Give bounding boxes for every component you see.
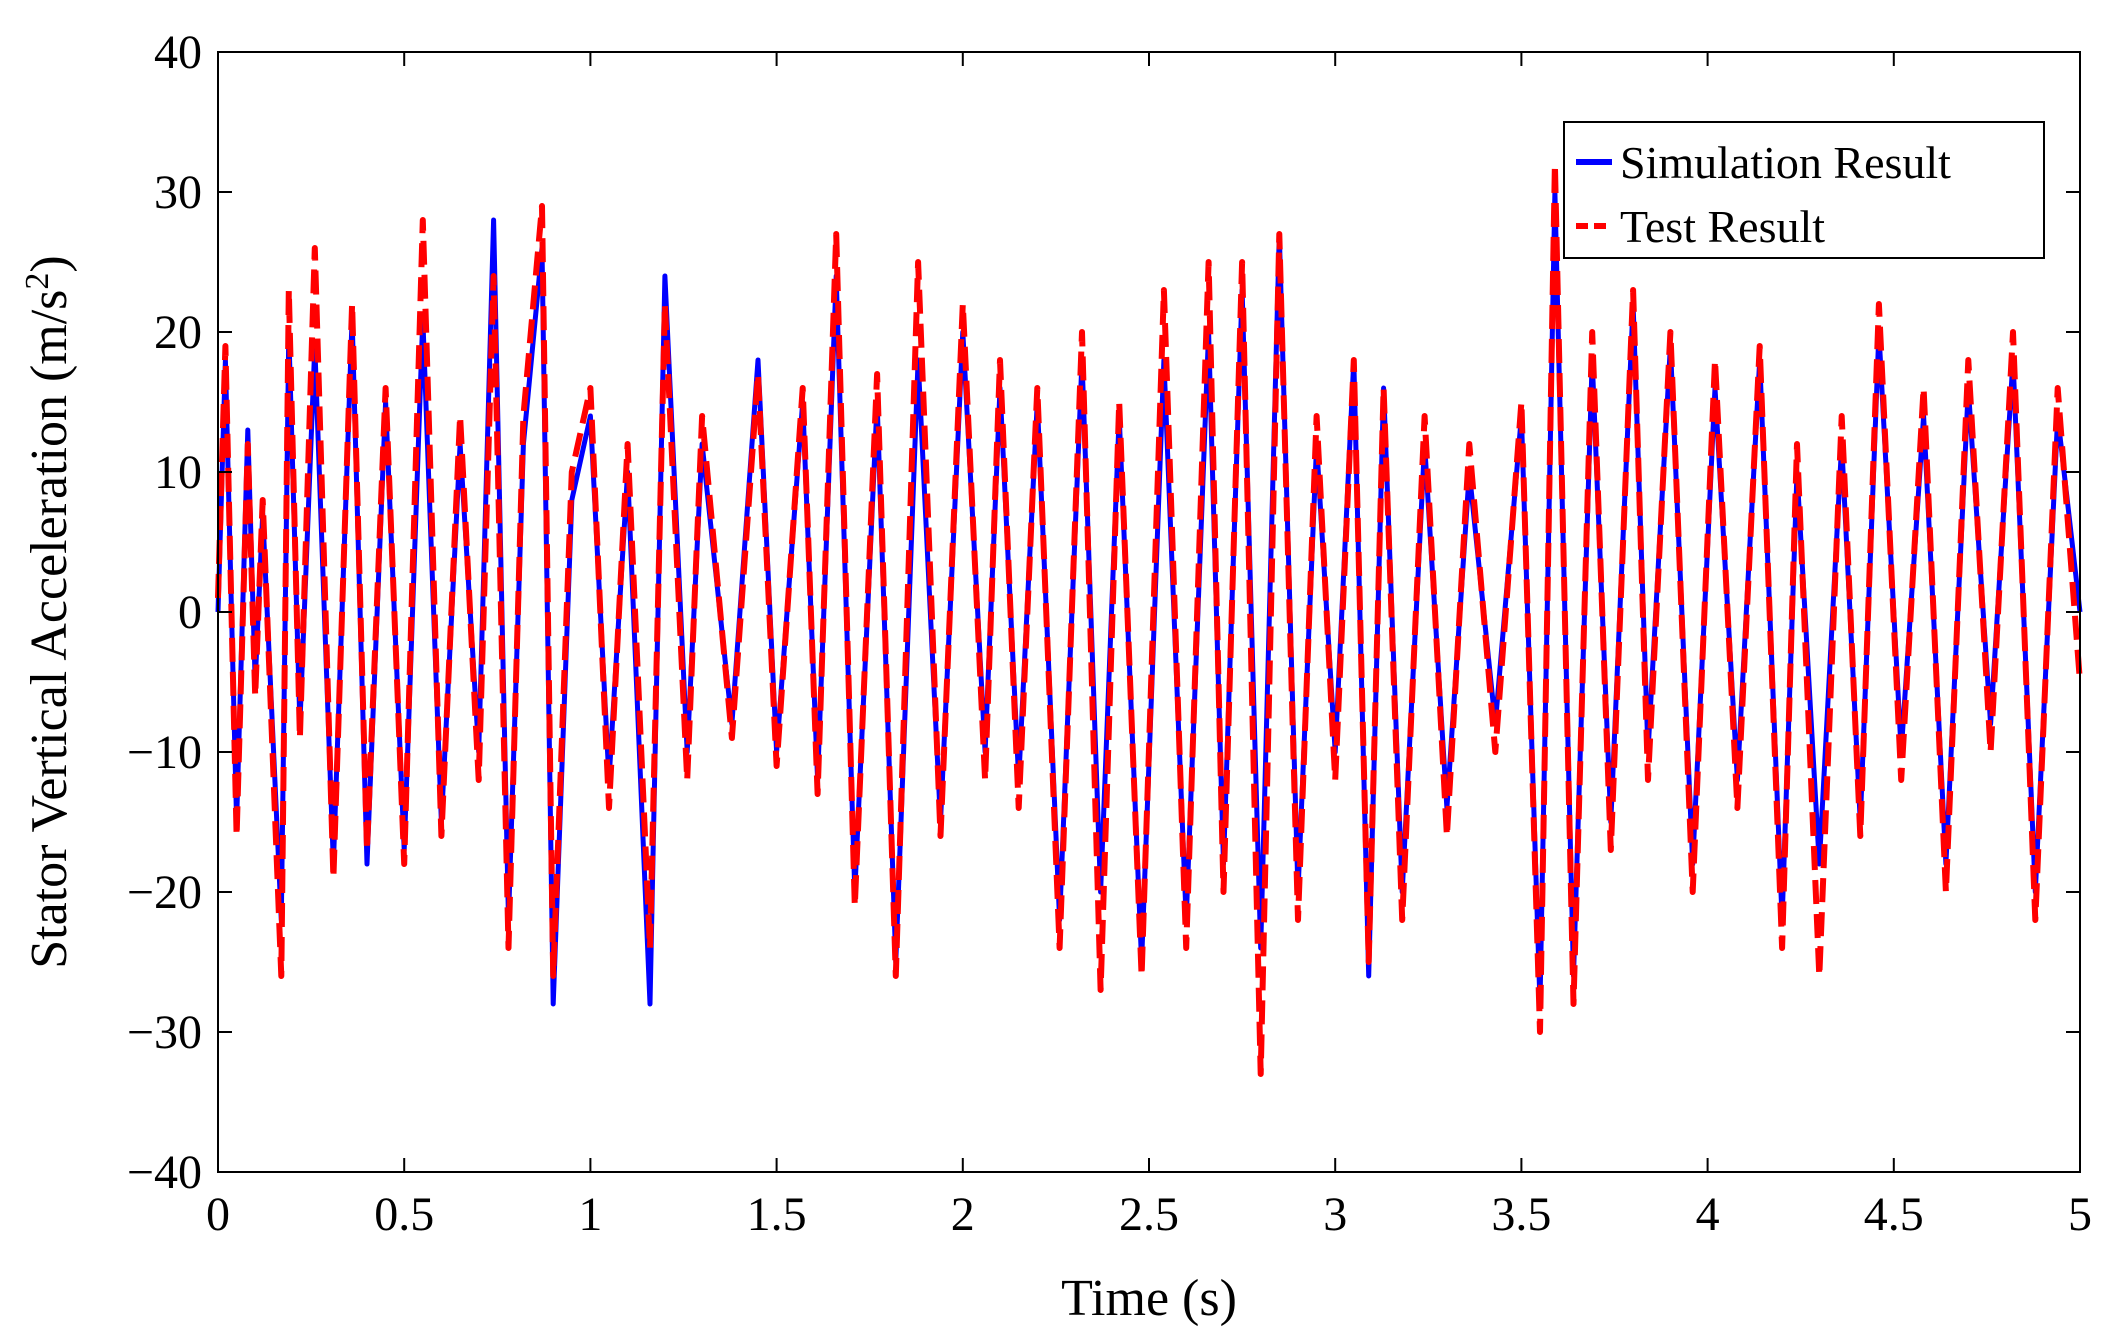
x-tick-label: 1.5 <box>747 1188 807 1241</box>
legend-label-simulation: Simulation Result <box>1620 137 1951 188</box>
x-tick-label: 4 <box>1696 1188 1720 1241</box>
x-tick-label: 0 <box>206 1188 230 1241</box>
x-tick-label: 4.5 <box>1864 1188 1924 1241</box>
y-tick-label: 40 <box>154 26 202 79</box>
tick-layer: 0 0.5 1 1.5 2 2.5 3 3.5 4 4.5 5 −40 −30 −20 −10 0 10 20 30… <box>127 26 2092 1241</box>
y-axis-label-superscript: 2 <box>19 273 56 290</box>
y-axis-label: Stator Vertical Acceleration (m/s2) <box>19 255 79 968</box>
legend-label-test: Test Result <box>1620 201 1825 252</box>
x-axis-label: Time (s) <box>1061 1270 1237 1327</box>
legend-box <box>1563 121 2045 259</box>
y-axis-label-suffix: ) <box>21 255 78 272</box>
y-tick-label: −10 <box>127 726 202 779</box>
legend: Simulation Result Test Result <box>1563 121 2045 259</box>
x-tick-label: 1 <box>578 1188 602 1241</box>
x-tick-label: 2 <box>951 1188 975 1241</box>
y-tick-label: 0 <box>178 586 202 639</box>
x-tick-label: 2.5 <box>1119 1188 1179 1241</box>
x-tick-label: 3 <box>1323 1188 1347 1241</box>
y-tick-label: 20 <box>154 306 202 359</box>
series-line-test <box>215 161 2083 1077</box>
x-tick-label: 5 <box>2068 1188 2092 1241</box>
x-tick-label: 3.5 <box>1491 1188 1551 1241</box>
y-tick-label: 30 <box>154 166 202 219</box>
y-tick-label: 10 <box>154 446 202 499</box>
x-tick-label: 0.5 <box>374 1188 434 1241</box>
y-axis-label-main: Stator Vertical Acceleration (m/s <box>21 290 78 969</box>
y-tick-label: −20 <box>127 866 202 919</box>
y-tick-label: −30 <box>127 1006 202 1059</box>
series-layer <box>215 161 2083 1077</box>
y-tick-label: −40 <box>127 1146 202 1199</box>
